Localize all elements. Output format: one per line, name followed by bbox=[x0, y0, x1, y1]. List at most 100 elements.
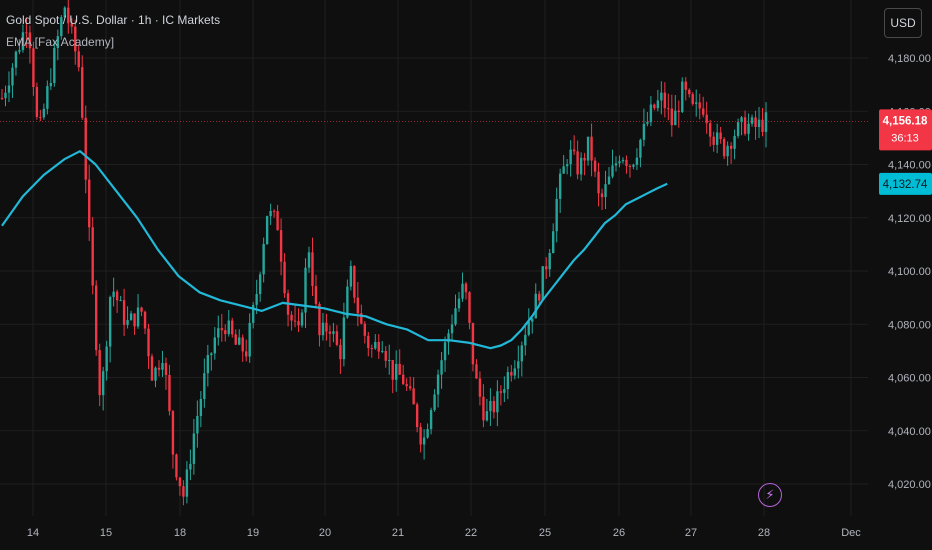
candle-body bbox=[28, 32, 32, 49]
ema-path bbox=[1, 150, 668, 350]
candle-body bbox=[422, 437, 426, 445]
x-tick-label: Dec bbox=[841, 527, 861, 539]
candle-body bbox=[206, 355, 210, 374]
candle-body bbox=[77, 51, 80, 68]
candle-body bbox=[63, 7, 66, 18]
last-price-value: 4,156.18 bbox=[883, 115, 928, 127]
candle-body bbox=[482, 396, 485, 421]
candle-body bbox=[433, 394, 436, 411]
candle-body bbox=[171, 411, 175, 455]
candle-body bbox=[70, 23, 73, 27]
candle-body bbox=[21, 32, 25, 50]
candle-body bbox=[681, 81, 684, 113]
candle-body bbox=[32, 48, 35, 88]
candle-body bbox=[14, 51, 18, 68]
candle-body bbox=[684, 81, 687, 90]
candle-body bbox=[248, 322, 251, 357]
candle-body bbox=[18, 49, 21, 52]
candle-body bbox=[108, 297, 112, 347]
candle-body bbox=[618, 161, 621, 164]
candle-body bbox=[290, 314, 293, 321]
candle-body bbox=[688, 89, 691, 95]
candle-body bbox=[436, 374, 440, 395]
y-tick-label: 4,060.00 bbox=[888, 373, 931, 385]
candle-body bbox=[468, 292, 471, 323]
x-tick-label: 20 bbox=[319, 527, 331, 539]
candle-body bbox=[213, 337, 217, 354]
candle-body bbox=[558, 173, 562, 199]
candle-body bbox=[401, 374, 405, 385]
candle-body bbox=[279, 230, 283, 262]
candle-body bbox=[527, 321, 530, 335]
candle-body bbox=[53, 47, 56, 84]
candle-body bbox=[168, 374, 171, 412]
candle-body bbox=[143, 311, 147, 329]
candle-body bbox=[464, 283, 468, 293]
candle-body bbox=[297, 321, 300, 326]
candle-body bbox=[475, 364, 478, 379]
candle-body bbox=[251, 304, 255, 323]
candle-body bbox=[203, 373, 206, 399]
candle-body bbox=[653, 104, 656, 109]
candle-body bbox=[496, 391, 499, 413]
candle-body bbox=[579, 157, 583, 175]
candle-body bbox=[304, 267, 307, 313]
candle-body bbox=[46, 86, 49, 109]
currency-button[interactable]: USD bbox=[884, 8, 922, 38]
candle-body bbox=[224, 330, 227, 335]
candle-body bbox=[262, 243, 265, 275]
candle-body bbox=[715, 132, 719, 145]
ema-value: 4,132.74 bbox=[883, 179, 928, 191]
candle-body bbox=[510, 372, 513, 376]
candle-body bbox=[457, 298, 461, 309]
candle-body bbox=[607, 176, 611, 185]
candle-body bbox=[328, 331, 332, 334]
candle-body bbox=[283, 261, 286, 294]
candle-body bbox=[534, 293, 537, 319]
candle-body bbox=[74, 26, 77, 52]
x-tick-label: 15 bbox=[100, 527, 112, 539]
candle-body bbox=[370, 348, 373, 350]
candle-body bbox=[314, 286, 318, 304]
candle-body bbox=[440, 360, 443, 375]
candle-body bbox=[450, 324, 454, 334]
candle-body bbox=[764, 112, 768, 132]
candle-body bbox=[7, 85, 11, 93]
candle-body bbox=[321, 322, 325, 336]
candle-body bbox=[384, 350, 387, 361]
candle-body bbox=[513, 368, 517, 376]
y-tick-label: 4,020.00 bbox=[888, 479, 931, 491]
candle-body bbox=[157, 367, 161, 370]
candle-body bbox=[646, 122, 649, 124]
candle-body bbox=[140, 307, 143, 312]
candle-body bbox=[499, 391, 503, 393]
x-tick-label: 22 bbox=[465, 527, 477, 539]
candle-body bbox=[583, 157, 586, 161]
candle-body bbox=[35, 87, 39, 117]
candle-body bbox=[220, 328, 223, 331]
candle-body bbox=[391, 360, 394, 380]
candle-body bbox=[649, 104, 653, 123]
candle-body bbox=[576, 151, 579, 175]
candle-body bbox=[25, 32, 28, 34]
time-axis[interactable]: 14 15 18 19 20 21 22 25 26 27 28 Dec bbox=[27, 527, 861, 539]
candle-body bbox=[182, 486, 185, 497]
grid-lines bbox=[0, 0, 868, 516]
candle-body bbox=[408, 386, 412, 389]
candle-body bbox=[698, 102, 701, 109]
candle-body bbox=[743, 117, 747, 134]
candle-body bbox=[60, 17, 63, 37]
candle-body bbox=[81, 67, 84, 118]
candle-body bbox=[56, 36, 60, 48]
candle-body bbox=[388, 360, 391, 362]
candle-body bbox=[133, 313, 136, 327]
indicator-legend[interactable]: EMA [Fax Academy] bbox=[6, 35, 115, 49]
lightning-icon[interactable]: ⚡ bbox=[758, 483, 782, 507]
candle-body bbox=[161, 362, 164, 370]
candle-body bbox=[122, 300, 126, 325]
candle-body bbox=[674, 110, 677, 126]
candle-body bbox=[761, 119, 764, 132]
candle-body bbox=[4, 92, 7, 99]
candle-body bbox=[189, 463, 192, 470]
